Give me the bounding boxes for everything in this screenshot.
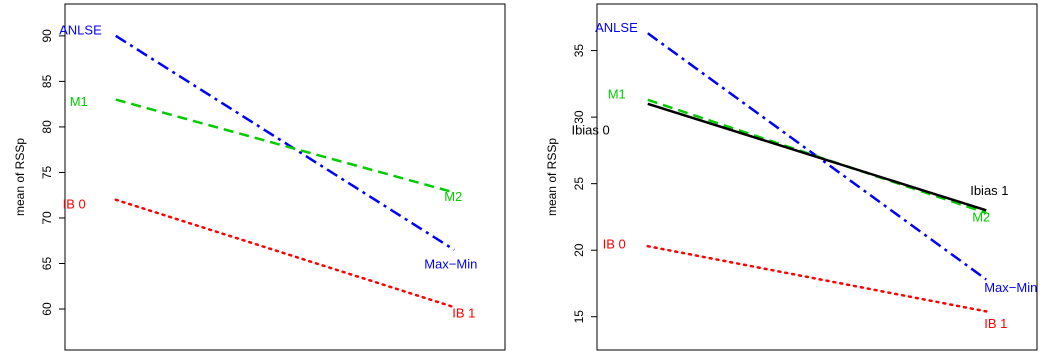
- series-line: [115, 98, 455, 194]
- series-start-label: ANLSE: [59, 22, 102, 37]
- series-start-label: Ibias 0: [571, 122, 609, 137]
- series-end-label: M2: [972, 209, 990, 224]
- plot-frame: [64, 3, 506, 351]
- series-start-label: IB 0: [63, 196, 86, 211]
- series-line: [114, 198, 456, 309]
- series-start-label: M1: [608, 86, 626, 101]
- plot-frame: [596, 3, 1038, 351]
- series-end-label: Max−Min: [984, 280, 1037, 295]
- y-tick-label: 20: [572, 243, 586, 257]
- y-tick-label: 15: [572, 310, 586, 324]
- y-tick-label: 30: [572, 110, 586, 124]
- series-end-label: Ibias 1: [970, 183, 1008, 198]
- series-end-label: IB 1: [984, 316, 1007, 331]
- series-line: [647, 102, 987, 212]
- y-axis-label: mean of RSSp: [13, 138, 27, 216]
- right-panel: 15 20 25 30 35 mean of RSSp ANLSE Max−Min M1 M2 Ib…: [545, 3, 1038, 351]
- series-end-label: Max−Min: [424, 256, 477, 271]
- y-tick-label: 90: [40, 29, 54, 43]
- y-tick-label: 35: [572, 44, 586, 58]
- y-tick-label: 25: [572, 177, 586, 191]
- y-axis-label: mean of RSSp: [545, 138, 559, 216]
- y-tick-label: 85: [40, 74, 54, 88]
- y-tick-label: 80: [40, 120, 54, 134]
- series-start-label: ANLSE: [595, 20, 638, 35]
- y-tick-label: 60: [40, 302, 54, 316]
- series-end-label: M2: [444, 189, 462, 204]
- series-start-label: M1: [70, 94, 88, 109]
- left-panel: 60 65 70 75 80 85 90 mean of RSSp ANLSE Max−Min M1…: [13, 3, 506, 351]
- y-tick-label: 70: [40, 211, 54, 225]
- series-line: [646, 244, 988, 313]
- series-start-label: IB 0: [603, 237, 626, 252]
- y-tick-label: 75: [40, 165, 54, 179]
- series-end-label: IB 1: [452, 306, 475, 321]
- y-tick-label: 65: [40, 257, 54, 271]
- series-line: [115, 34, 455, 251]
